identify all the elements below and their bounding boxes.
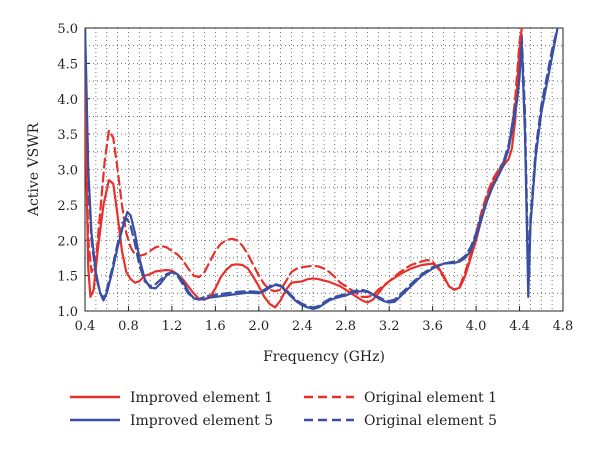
y-tick-label: 1.0 [57, 305, 78, 320]
x-tick-label: 3.6 [422, 319, 443, 334]
x-tick-label: 1.2 [162, 319, 183, 334]
y-tick-label: 5.0 [57, 22, 78, 37]
y-tick-label: 2.0 [57, 234, 78, 249]
x-tick-label: 0.8 [118, 319, 139, 334]
x-tick-label: 2.0 [248, 319, 269, 334]
series-line-improved-element-5 [85, 28, 559, 310]
x-tick-label: 2.4 [292, 319, 313, 334]
x-axis-ticks: 0.4 0.8 1.2 1.6 2.0 2.4 2.8 3.2 3.6 4.0 4.4 4.8 [75, 306, 574, 334]
series-line-original-element-5 [85, 28, 559, 309]
series-lines [85, 28, 559, 310]
y-tick-label: 2.5 [57, 199, 78, 214]
series-line-improved-element-1 [85, 28, 523, 309]
legend-label: Improved element 1 [130, 390, 273, 406]
y-tick-label: 4.0 [57, 93, 78, 108]
y-tick-label: 1.5 [57, 270, 78, 285]
legend-label: Original element 5 [364, 413, 497, 429]
y-tick-label: 4.5 [57, 57, 78, 72]
legend: Improved element 1 Improved element 5 Orig… [70, 390, 497, 429]
x-tick-label: 4.8 [553, 319, 574, 334]
x-axis-title: Frequency (GHz) [263, 349, 385, 365]
y-tick-label: 3.5 [57, 128, 78, 143]
x-tick-label: 4.0 [466, 319, 487, 334]
y-axis-title: Active VSWR [26, 122, 42, 217]
x-tick-label: 4.4 [509, 319, 530, 334]
x-tick-label: 3.2 [379, 319, 400, 334]
x-tick-label: 2.8 [335, 319, 356, 334]
legend-label: Improved element 5 [130, 413, 273, 429]
legend-label: Original element 1 [364, 390, 497, 406]
y-tick-label: 3.0 [57, 164, 78, 179]
x-tick-label: 0.4 [75, 319, 96, 334]
x-tick-label: 1.6 [205, 319, 226, 334]
